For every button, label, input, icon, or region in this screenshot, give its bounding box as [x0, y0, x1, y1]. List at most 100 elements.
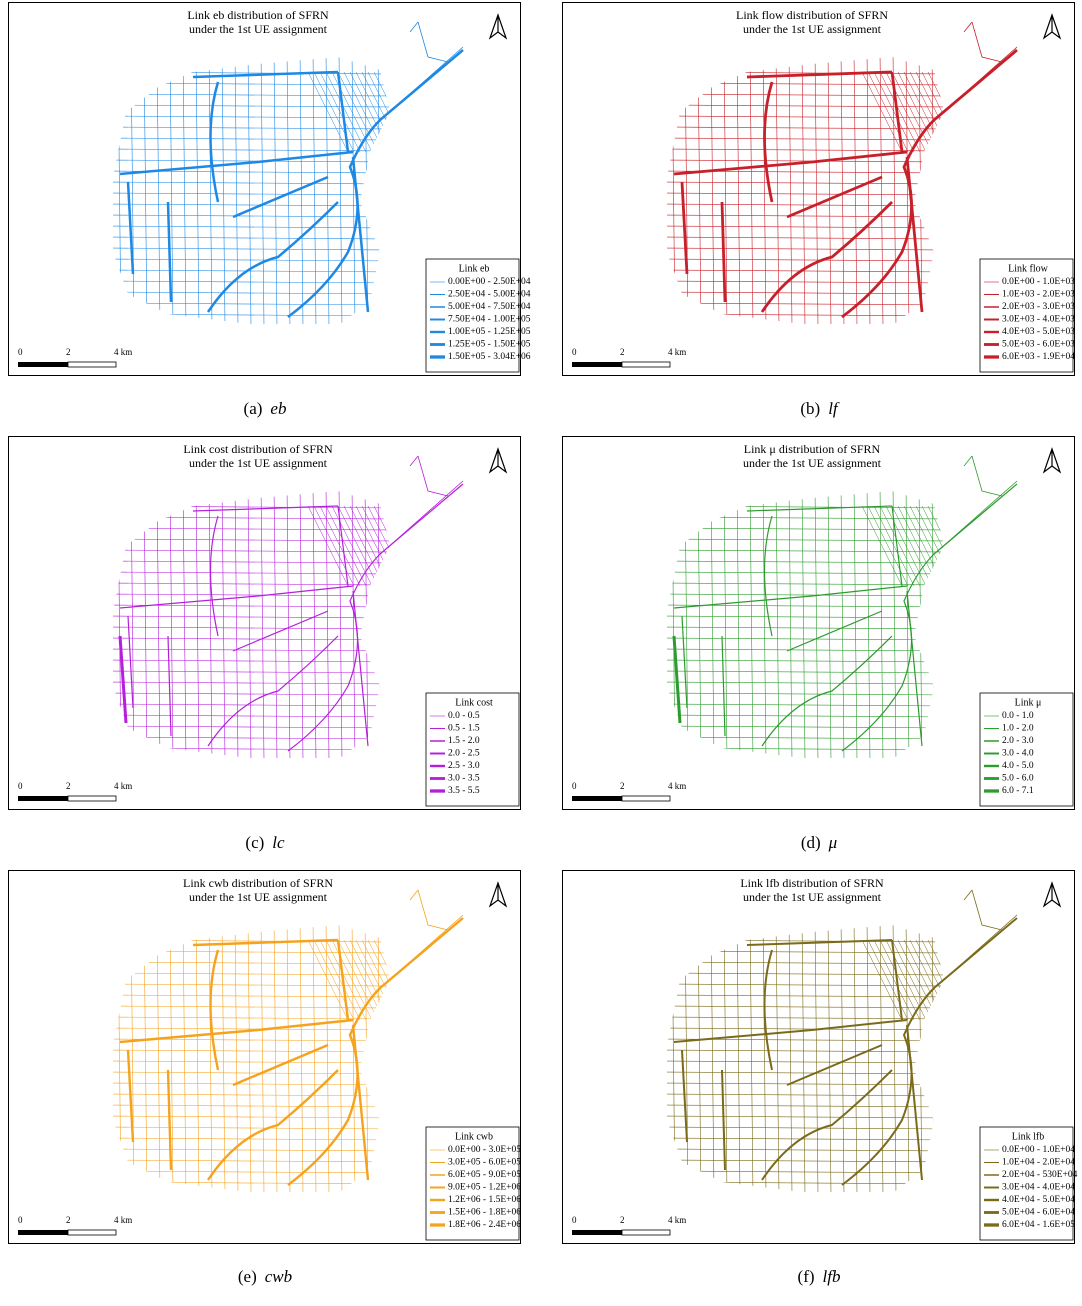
legend-label: 5.0E+04 - 6.0E+04 — [1002, 1208, 1075, 1218]
scale-label: 0 — [572, 781, 577, 791]
legend-label: 4.0E+04 - 5.0E+04 — [1002, 1195, 1075, 1205]
legend-label: 6.0E+03 - 1.9E+04 — [1002, 352, 1075, 362]
scale-label: 2 — [620, 1215, 625, 1225]
legend-title: Link cost — [455, 697, 493, 708]
legend-label: 1.00E+05 - 1.25E+05 — [448, 327, 531, 337]
legend-label: 6.0E+05 - 9.0E+05 — [448, 1170, 521, 1180]
legend-label: 6.0E+04 - 1.6E+05 — [1002, 1220, 1075, 1230]
figure-canvas: Link eb distribution of SFRNunder the 1s… — [0, 0, 1082, 1306]
scale-bar-black — [18, 362, 68, 367]
legend-label: 2.5 - 3.0 — [448, 761, 480, 771]
legend-label: 1.0E+04 - 2.0E+04 — [1002, 1158, 1075, 1168]
legend-label: 7.50E+04 - 1.00E+05 — [448, 315, 531, 325]
legend-title: Link μ — [1015, 697, 1042, 708]
scale-bar-black — [572, 1230, 622, 1235]
scale-bar-white — [622, 1230, 670, 1235]
legend-label: 6.0 - 7.1 — [1002, 786, 1034, 796]
legend-label: 1.0E+03 - 2.0E+03 — [1002, 290, 1075, 300]
scale-label: 0 — [18, 1215, 23, 1225]
legend-title: Link cwb — [455, 1131, 493, 1142]
scale-label: 0 — [572, 1215, 577, 1225]
panel-caption: (c) lc — [245, 833, 285, 852]
legend-label: 2.0E+04 - 530E+04 — [1002, 1170, 1078, 1180]
map-title: Link cost distribution of SFRN — [183, 442, 333, 456]
caption-symbol: μ — [828, 833, 838, 852]
panel-caption: (e)cwb — [238, 1267, 292, 1286]
map-title: under the 1st UE assignment — [743, 456, 882, 470]
legend-label: 3.0E+04 - 4.0E+04 — [1002, 1183, 1075, 1193]
legend-label: 5.0 - 6.0 — [1002, 774, 1034, 784]
caption-label: (c) — [245, 833, 264, 852]
legend-label: 2.0E+03 - 3.0E+03 — [1002, 302, 1075, 312]
legend-label: 1.0 - 2.0 — [1002, 724, 1034, 734]
scale-bar-black — [18, 796, 68, 801]
map-title: Link flow distribution of SFRN — [736, 8, 888, 22]
legend-label: 2.0 - 3.0 — [1002, 736, 1034, 746]
legend-label: 1.8E+06 - 2.4E+06 — [448, 1220, 521, 1230]
scale-label: 2 — [66, 1215, 71, 1225]
legend-label: 2.50E+04 - 5.00E+04 — [448, 290, 531, 300]
legend-label: 0.0E+00 - 3.0E+05 — [448, 1145, 521, 1155]
legend-label: 4.0 - 5.0 — [1002, 761, 1034, 771]
legend-label: 0.0E+00 - 1.0E+04 — [1002, 1145, 1075, 1155]
legend-label: 5.0E+03 - 6.0E+03 — [1002, 340, 1075, 350]
legend-label: 4.0E+03 - 5.0E+03 — [1002, 327, 1075, 337]
legend-label: 3.0E+05 - 6.0E+05 — [448, 1158, 521, 1168]
map-title: under the 1st UE assignment — [189, 456, 328, 470]
scale-label: 2 — [66, 781, 71, 791]
legend-label: 1.5 - 2.0 — [448, 736, 480, 746]
scale-label: 0 — [18, 781, 23, 791]
scale-label: 4 km — [114, 1215, 132, 1225]
legend-label: 3.5 - 5.5 — [448, 786, 480, 796]
legend-label: 0.5 - 1.5 — [448, 724, 480, 734]
legend-title: Link flow — [1008, 263, 1048, 274]
legend-label: 5.00E+04 - 7.50E+04 — [448, 302, 531, 312]
map-panel: Link lfb distribution of SFRNunder the 1… — [563, 871, 1078, 1244]
map-panel: Link μ distribution of SFRNunder the 1st… — [563, 437, 1075, 810]
legend-label: 1.50E+05 - 3.04E+06 — [448, 352, 531, 362]
scale-label: 2 — [620, 347, 625, 357]
caption-label: (d) — [801, 833, 821, 852]
figure: Link eb distribution of SFRNunder the 1s… — [0, 0, 1082, 1306]
panel-caption: (d) μ — [801, 833, 837, 852]
map-title: Link cwb distribution of SFRN — [183, 876, 333, 890]
map-panel: Link flow distribution of SFRNunder the … — [563, 3, 1076, 376]
map-title: under the 1st UE assignment — [743, 890, 882, 904]
caption-symbol: lc — [272, 833, 285, 852]
caption-label: (b) — [800, 399, 820, 418]
legend-title: Link eb — [459, 263, 490, 274]
scale-label: 2 — [66, 347, 71, 357]
scale-bar-white — [68, 1230, 116, 1235]
legend-title: Link lfb — [1012, 1131, 1045, 1142]
caption-symbol: cwb — [265, 1267, 292, 1286]
legend-label: 3.0 - 4.0 — [1002, 749, 1034, 759]
caption-symbol: eb — [270, 399, 286, 418]
legend-label: 1.2E+06 - 1.5E+06 — [448, 1195, 521, 1205]
scale-bar-white — [622, 362, 670, 367]
legend-label: 3.0E+03 - 4.0E+03 — [1002, 315, 1075, 325]
legend-label: 3.0 - 3.5 — [448, 774, 480, 784]
legend-label: 2.0 - 2.5 — [448, 749, 480, 759]
map-title: under the 1st UE assignment — [189, 22, 328, 36]
scale-bar-white — [68, 796, 116, 801]
legend-label: 0.0E+00 - 1.0E+03 — [1002, 277, 1075, 287]
caption-symbol: lf — [828, 399, 840, 418]
panel-caption: (b) lf — [800, 399, 840, 418]
scale-label: 4 km — [114, 347, 132, 357]
legend-label: 0.00E+00 - 2.50E+04 — [448, 277, 531, 287]
scale-label: 4 km — [114, 781, 132, 791]
caption-label: (f) — [798, 1267, 815, 1286]
map-title: under the 1st UE assignment — [743, 22, 882, 36]
legend-label: 9.0E+05 - 1.2E+06 — [448, 1183, 521, 1193]
scale-bar-white — [68, 362, 116, 367]
scale-bar-black — [572, 796, 622, 801]
legend-label: 0.0 - 0.5 — [448, 711, 480, 721]
legend-label: 1.5E+06 - 1.8E+06 — [448, 1208, 521, 1218]
map-title: under the 1st UE assignment — [189, 890, 328, 904]
scale-label: 4 km — [668, 781, 686, 791]
scale-bar-black — [572, 362, 622, 367]
scale-label: 4 km — [668, 1215, 686, 1225]
scale-label: 2 — [620, 781, 625, 791]
